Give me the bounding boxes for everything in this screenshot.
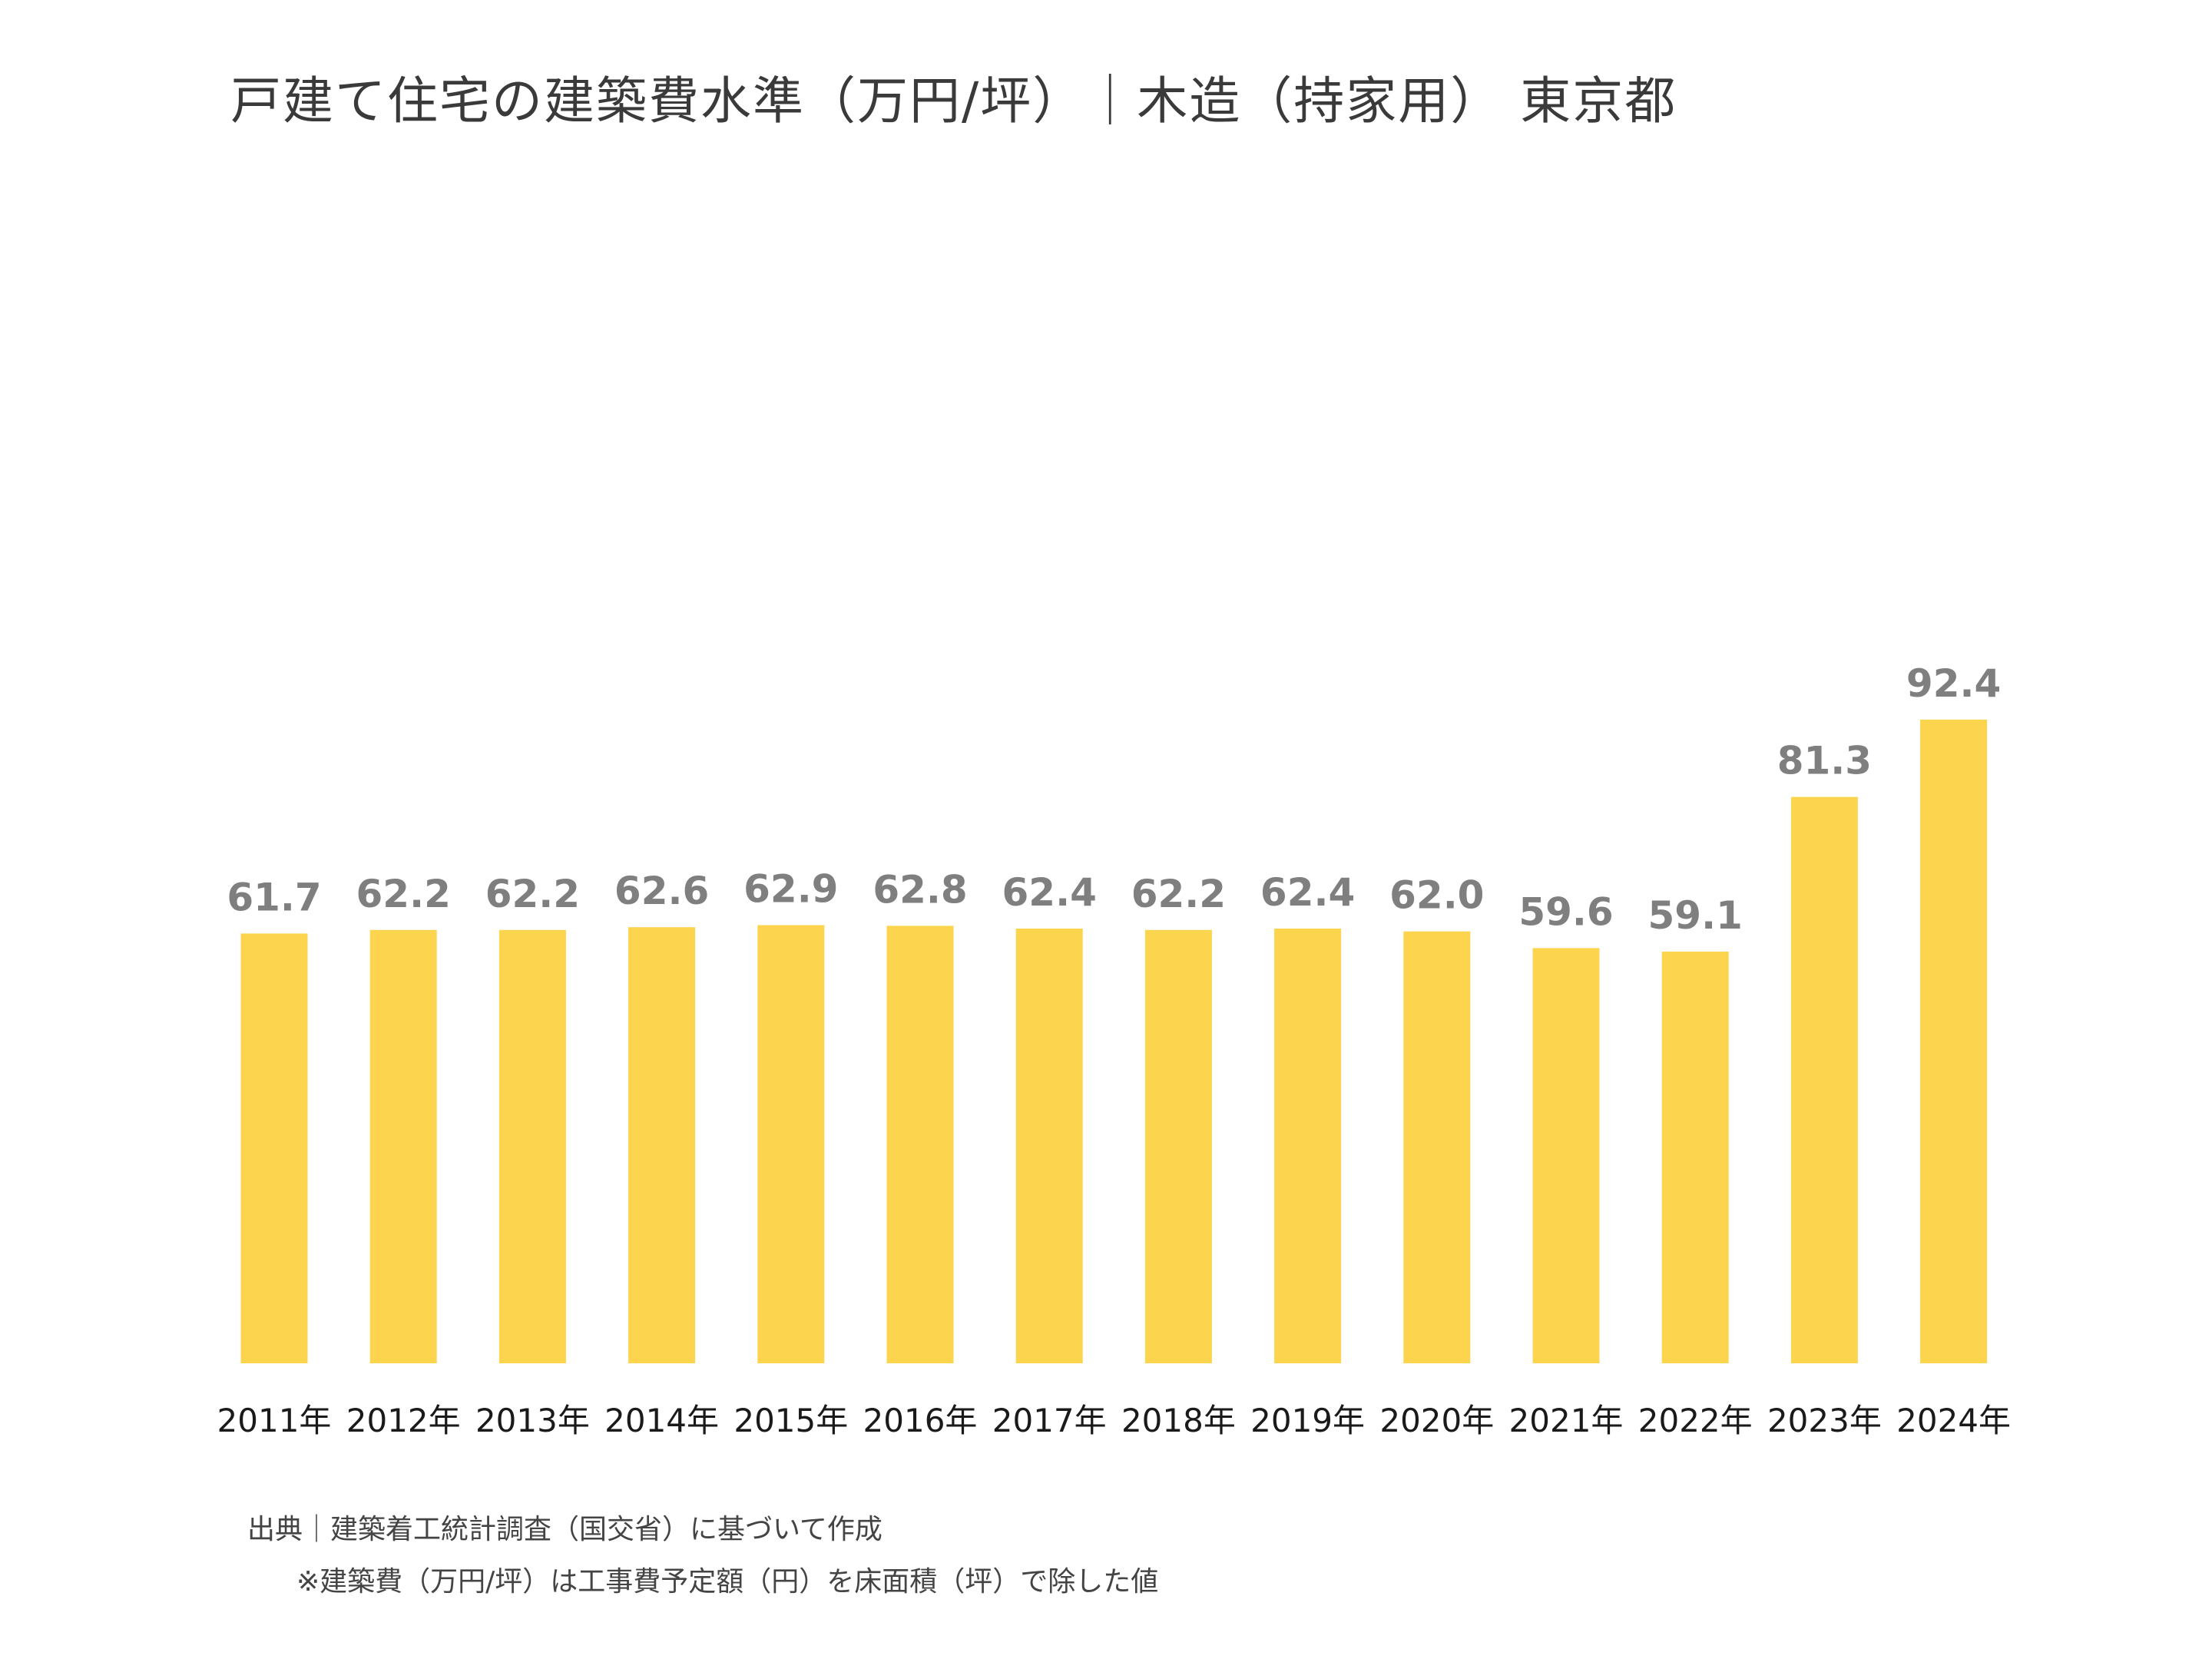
value-label: 59.6 [1518,889,1613,934]
value-label: 62.4 [1260,870,1355,915]
value-label: 92.4 [1906,661,2001,706]
bar-2012年 [369,929,437,1363]
value-label: 62.0 [1389,873,1484,918]
bar-2014年 [628,927,696,1363]
value-label: 59.1 [1648,893,1743,938]
x-tick-label: 2021年 [1509,1402,1624,1439]
x-tick-label: 2014年 [604,1402,719,1439]
x-tick-label: 2011年 [217,1402,332,1439]
bar-2023年 [1790,796,1858,1363]
x-tick-label: 2020年 [1379,1402,1494,1439]
bar-2024年 [1920,719,1988,1363]
x-tick-label: 2015年 [733,1402,848,1439]
value-label: 62.9 [743,867,838,912]
bar-2018年 [1144,929,1212,1363]
value-label: 62.2 [1131,872,1226,916]
bar-2016年 [886,926,954,1363]
bar-2013年 [498,929,566,1363]
x-tick-label: 2012年 [346,1402,461,1439]
x-tick-label: 2019年 [1250,1402,1365,1439]
bar-2017年 [1015,929,1083,1363]
value-label: 62.6 [614,869,709,913]
x-tick-label: 2013年 [475,1402,590,1439]
bar-2022年 [1661,952,1729,1363]
value-label: 81.3 [1777,739,1872,783]
x-tick-label: 2022年 [1638,1402,1753,1439]
value-label: 62.4 [1002,870,1097,915]
bar-2011年 [240,933,308,1363]
value-label: 62.2 [356,872,451,916]
chart-title: 戸建て住宅の建築費水準（万円/坪）｜木造（持家用） 東京都 [230,71,1677,131]
value-label: 62.2 [485,872,580,916]
x-tick-label: 2023年 [1767,1402,1882,1439]
x-tick-label: 2017年 [992,1402,1107,1439]
footnote: ※建築費（万円/坪）は工事費予定額（円）を床面積（坪）で除した値 [296,1566,1159,1598]
bar-2020年 [1403,931,1471,1363]
x-tick-label: 2018年 [1121,1402,1236,1439]
source-note: 出典｜建築着工統計調査（国交省）に基づいて作成 [247,1514,882,1545]
x-tick-label: 2016年 [863,1402,978,1439]
bar-2019年 [1274,929,1342,1363]
bar-2015年 [757,925,825,1363]
value-label: 61.7 [227,875,321,919]
bar-2021年 [1532,948,1600,1363]
x-tick-label: 2024年 [1896,1402,2011,1439]
value-label: 62.8 [873,867,967,912]
